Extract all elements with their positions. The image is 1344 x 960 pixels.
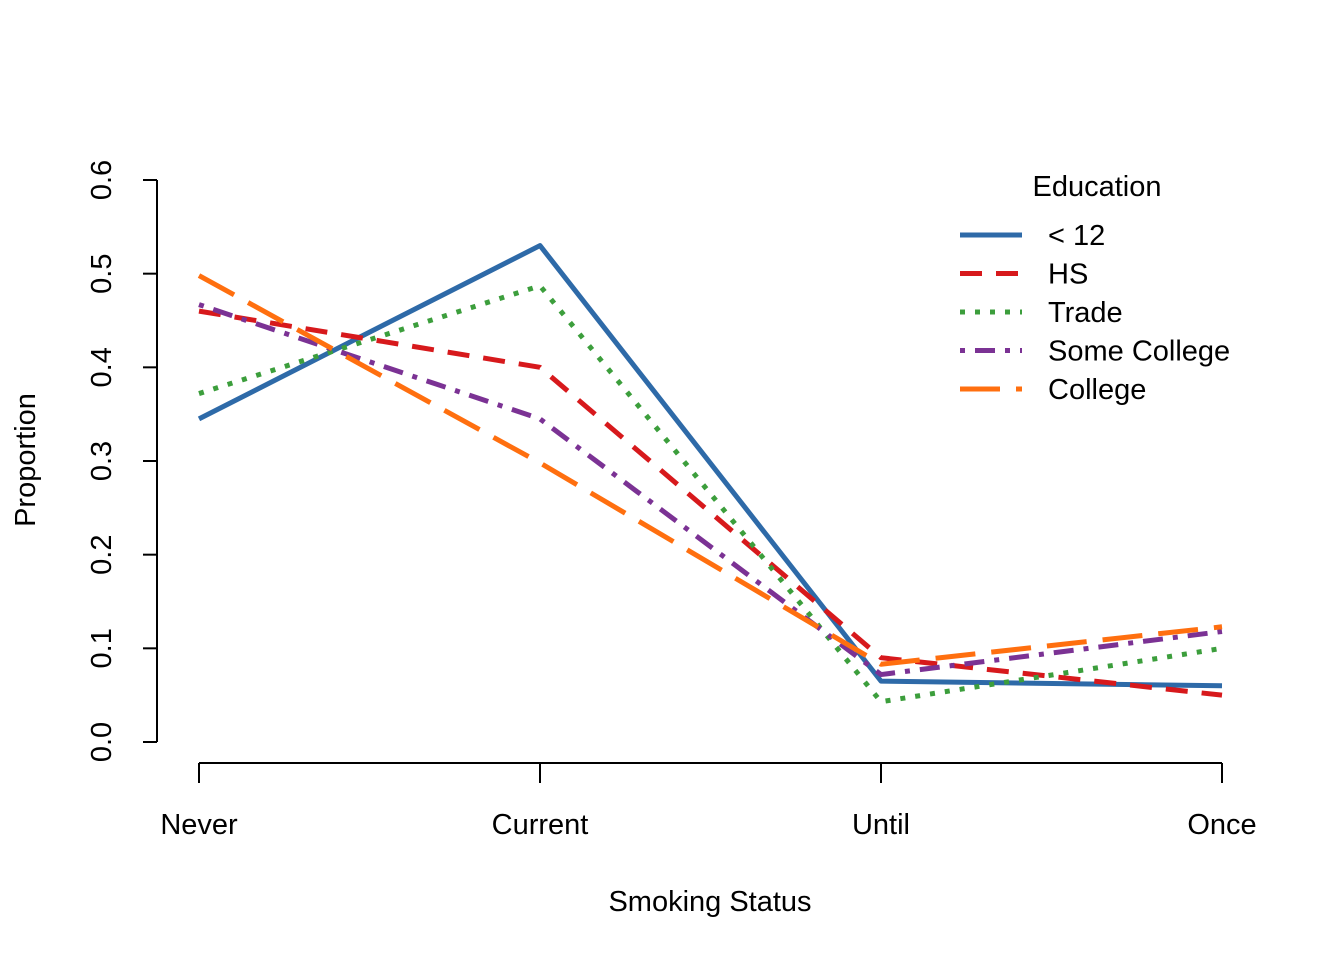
legend-label: HS <box>1048 259 1088 291</box>
legend-label: Some College <box>1048 336 1230 368</box>
x-tick-label: Until <box>852 809 910 841</box>
series-line-trade <box>198 283 1223 705</box>
x-axis-title: Smoking Status <box>608 886 811 918</box>
y-axis: 0.0 0.1 0.2 0.3 0.4 0.5 0.6 <box>86 160 158 762</box>
series-line-college <box>197 273 1223 667</box>
x-tick-label: Once <box>1187 809 1256 841</box>
legend-label: Trade <box>1048 297 1123 329</box>
y-axis-title: Proportion <box>10 393 42 527</box>
y-tick-label: 0.6 <box>86 160 118 200</box>
legend-label: < 12 <box>1048 220 1105 252</box>
legend-title: Education <box>1033 171 1162 203</box>
y-tick-label: 0.1 <box>86 628 118 668</box>
y-tick-label: 0.5 <box>86 254 118 294</box>
legend: Education < 12 HS Trade Some College College <box>960 171 1230 406</box>
series-lines <box>197 243 1223 705</box>
y-tick-label: 0.3 <box>86 441 118 481</box>
series-line-hs <box>198 308 1223 698</box>
y-tick-label: 0.0 <box>86 722 118 762</box>
y-tick-label: 0.4 <box>86 347 118 387</box>
legend-label: College <box>1048 374 1146 406</box>
y-tick-label: 0.2 <box>86 535 118 575</box>
x-tick-label: Current <box>492 809 589 841</box>
x-axis: Never Current Until Once <box>160 762 1257 841</box>
series-line-12 <box>197 243 1223 689</box>
x-tick-label: Never <box>160 809 238 841</box>
series-line-some-college <box>198 302 1223 678</box>
